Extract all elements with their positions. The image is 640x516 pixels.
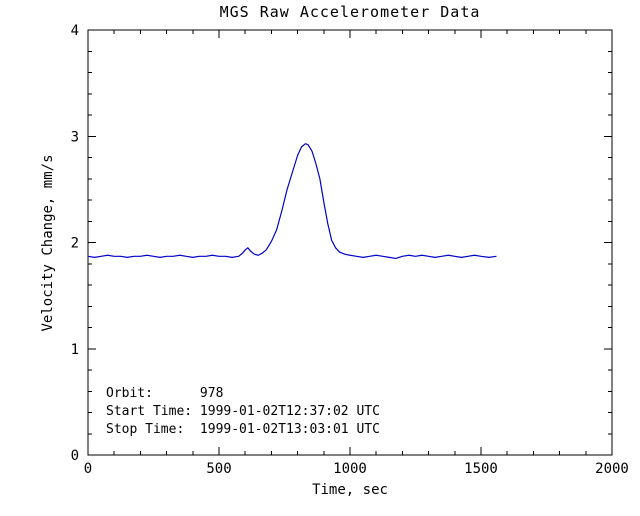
axes-layer: 0 500 1000 1500 2000 0 1 2 3 4	[71, 23, 629, 477]
y-tick-label: 3	[71, 129, 79, 145]
x-tick-label: 500	[206, 461, 231, 477]
data-line-velocity_change	[87, 143, 497, 260]
x-tick-label: 1500	[464, 461, 498, 477]
y-tick-label: 0	[71, 448, 79, 464]
x-axis-label: Time, sec	[312, 482, 388, 498]
text-layer: MGS Raw Accelerometer Data Time, sec Vel…	[40, 3, 481, 498]
annotation-orbit: Orbit: 978	[106, 386, 223, 401]
x-tick-label: 2000	[595, 461, 629, 477]
y-tick-label: 2	[71, 236, 79, 252]
x-tick-label: 0	[84, 461, 92, 477]
annotation-start-time: Start Time: 1999-01-02T12:37:02 UTC	[106, 404, 380, 419]
annotation-stop-time: Stop Time: 1999-01-02T13:03:01 UTC	[106, 422, 380, 437]
y-axis-label: Velocity Change, mm/s	[40, 154, 56, 331]
x-tick-label: 1000	[333, 461, 367, 477]
y-tick-label: 4	[71, 23, 79, 39]
data-layer	[87, 143, 497, 260]
y-tick-label: 1	[71, 342, 79, 358]
chart-title: MGS Raw Accelerometer Data	[220, 3, 481, 21]
